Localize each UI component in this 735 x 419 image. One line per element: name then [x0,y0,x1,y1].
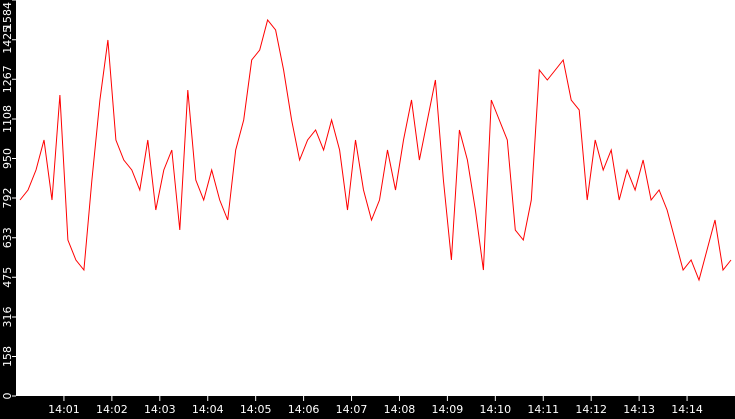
x-tick-label: 14:11 [527,403,559,415]
y-tick-label: 1108 [1,105,14,133]
y-tick-label: 1425 [1,26,14,54]
y-tick-label: 1584 [1,2,14,30]
x-tick-label: 14:06 [288,403,320,415]
y-tick-label: 316 [1,307,14,328]
x-tick-label: 14:13 [623,403,655,415]
x-tick-label: 14:01 [48,403,80,415]
x-tick-label: 14:09 [432,403,464,415]
x-tick-label: 14:05 [240,403,272,415]
x-tick-label: 14:03 [144,403,176,415]
y-tick-label: 0 [1,393,14,400]
x-tick-label: 14:04 [192,403,224,415]
y-tick-label: 1267 [1,65,14,93]
x-tick-label: 14:02 [96,403,128,415]
x-tick-label: 14:12 [575,403,607,415]
x-tick-label: 14:10 [479,403,511,415]
y-tick-label: 475 [1,267,14,288]
y-tick-label: 633 [1,227,14,248]
y-tick-label: 950 [1,148,14,169]
plot-area [16,0,735,396]
y-tick-label: 158 [1,346,14,367]
x-tick-label: 14:07 [336,403,368,415]
y-tick-label: 792 [1,188,14,209]
x-tick-label: 14:08 [384,403,416,415]
x-tick-label: 14:14 [671,403,703,415]
series-line [19,18,732,282]
